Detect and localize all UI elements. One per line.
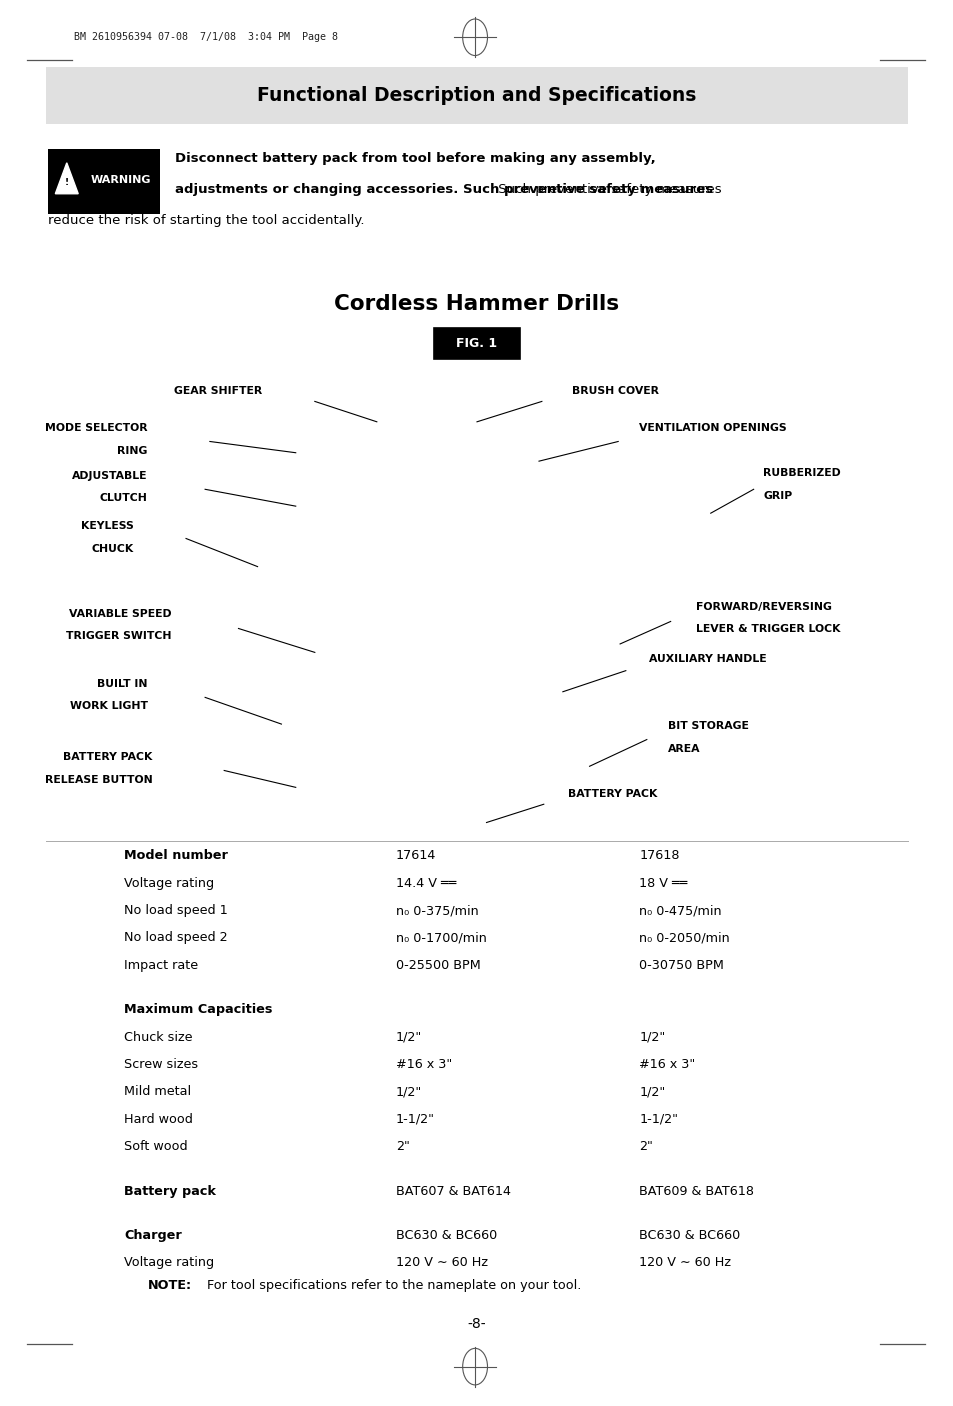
Text: LEVER & TRIGGER LOCK: LEVER & TRIGGER LOCK	[696, 624, 840, 634]
Text: 1/2": 1/2"	[395, 1085, 422, 1098]
Text: WARNING: WARNING	[91, 174, 151, 186]
FancyBboxPatch shape	[46, 67, 907, 124]
Text: 17618: 17618	[639, 849, 679, 862]
Text: No load speed 2: No load speed 2	[124, 931, 228, 945]
Text: CHUCK: CHUCK	[91, 544, 133, 554]
Text: BM 2610956394 07-08  7/1/08  3:04 PM  Page 8: BM 2610956394 07-08 7/1/08 3:04 PM Page …	[74, 31, 338, 42]
Text: BAT609 & BAT618: BAT609 & BAT618	[639, 1184, 754, 1198]
Text: FIG. 1: FIG. 1	[456, 336, 497, 350]
Text: Voltage rating: Voltage rating	[124, 1257, 213, 1270]
Text: BRUSH COVER: BRUSH COVER	[572, 385, 659, 396]
Text: n₀ 0-475/min: n₀ 0-475/min	[639, 904, 721, 917]
Text: Disconnect battery pack from tool before making any assembly,: Disconnect battery pack from tool before…	[174, 152, 655, 165]
Text: FORWARD/REVERSING: FORWARD/REVERSING	[696, 602, 831, 612]
Text: RUBBERIZED: RUBBERIZED	[762, 468, 840, 478]
Text: Hard wood: Hard wood	[124, 1114, 193, 1126]
Text: adjustments or changing accessories. Such preventive safety measures: adjustments or changing accessories. Suc…	[174, 183, 712, 195]
Text: Cordless Hammer Drills: Cordless Hammer Drills	[335, 294, 618, 314]
Text: 1/2": 1/2"	[395, 1031, 422, 1043]
Text: 17614: 17614	[395, 849, 436, 862]
Text: 14.4 V ══: 14.4 V ══	[395, 877, 456, 890]
Text: TRIGGER SWITCH: TRIGGER SWITCH	[66, 631, 172, 641]
Text: Battery pack: Battery pack	[124, 1184, 215, 1198]
Text: GEAR SHIFTER: GEAR SHIFTER	[173, 385, 262, 396]
Text: Soft wood: Soft wood	[124, 1140, 188, 1153]
Text: 1-1/2": 1-1/2"	[639, 1114, 678, 1126]
Text: RELEASE BUTTON: RELEASE BUTTON	[45, 775, 152, 785]
Text: BATTERY PACK: BATTERY PACK	[567, 789, 657, 799]
Text: KEYLESS: KEYLESS	[81, 522, 133, 531]
Text: reduce the risk of starting the tool accidentally.: reduce the risk of starting the tool acc…	[48, 214, 364, 226]
Text: #16 x 3": #16 x 3"	[639, 1059, 695, 1071]
Text: For tool specifications refer to the nameplate on your tool.: For tool specifications refer to the nam…	[203, 1278, 581, 1292]
Text: n₀ 0-375/min: n₀ 0-375/min	[395, 904, 478, 917]
Text: BAT607 & BAT614: BAT607 & BAT614	[395, 1184, 511, 1198]
Text: n₀ 0-2050/min: n₀ 0-2050/min	[639, 931, 729, 945]
Text: 0-25500 BPM: 0-25500 BPM	[395, 959, 480, 972]
Text: 120 V ∼ 60 Hz: 120 V ∼ 60 Hz	[395, 1257, 487, 1270]
Text: BC630 & BC660: BC630 & BC660	[639, 1229, 740, 1241]
Text: -8-: -8-	[467, 1317, 486, 1331]
Text: 0-30750 BPM: 0-30750 BPM	[639, 959, 723, 972]
Text: No load speed 1: No load speed 1	[124, 904, 228, 917]
Text: 1/2": 1/2"	[639, 1085, 665, 1098]
Text: 1-1/2": 1-1/2"	[395, 1114, 435, 1126]
Text: Model number: Model number	[124, 849, 228, 862]
Text: VENTILATION OPENINGS: VENTILATION OPENINGS	[639, 423, 786, 433]
Text: Mild metal: Mild metal	[124, 1085, 191, 1098]
Text: Charger: Charger	[124, 1229, 182, 1241]
Text: BATTERY PACK: BATTERY PACK	[63, 752, 152, 762]
Text: MODE SELECTOR: MODE SELECTOR	[45, 423, 148, 433]
Text: Voltage rating: Voltage rating	[124, 877, 213, 890]
Text: Such preventive safety measures: Such preventive safety measures	[494, 183, 721, 195]
Text: Chuck size: Chuck size	[124, 1031, 193, 1043]
Text: GRIP: GRIP	[762, 491, 792, 501]
Polygon shape	[55, 163, 78, 194]
Text: CLUTCH: CLUTCH	[100, 494, 148, 503]
Text: 1/2": 1/2"	[639, 1031, 665, 1043]
Text: RING: RING	[117, 446, 148, 456]
Text: BUILT IN: BUILT IN	[97, 679, 148, 689]
Text: Impact rate: Impact rate	[124, 959, 198, 972]
Text: VARIABLE SPEED: VARIABLE SPEED	[69, 609, 172, 619]
Text: 2": 2"	[395, 1140, 410, 1153]
Text: BC630 & BC660: BC630 & BC660	[395, 1229, 497, 1241]
Text: Screw sizes: Screw sizes	[124, 1059, 198, 1071]
Text: WORK LIGHT: WORK LIGHT	[70, 702, 148, 711]
Text: AREA: AREA	[667, 744, 700, 754]
FancyBboxPatch shape	[48, 149, 160, 214]
Text: 120 V ∼ 60 Hz: 120 V ∼ 60 Hz	[639, 1257, 730, 1270]
Text: #16 x 3": #16 x 3"	[395, 1059, 452, 1071]
Text: AUXILIARY HANDLE: AUXILIARY HANDLE	[648, 654, 765, 664]
Text: Maximum Capacities: Maximum Capacities	[124, 1004, 273, 1017]
Text: BIT STORAGE: BIT STORAGE	[667, 721, 748, 731]
Text: n₀ 0-1700/min: n₀ 0-1700/min	[395, 931, 486, 945]
Text: ADJUSTABLE: ADJUSTABLE	[72, 471, 148, 481]
Text: Functional Description and Specifications: Functional Description and Specification…	[257, 86, 696, 105]
FancyBboxPatch shape	[434, 328, 519, 359]
Text: !: !	[65, 179, 69, 187]
Text: 18 V ══: 18 V ══	[639, 877, 687, 890]
Text: NOTE:: NOTE:	[148, 1278, 192, 1292]
Text: 2": 2"	[639, 1140, 653, 1153]
